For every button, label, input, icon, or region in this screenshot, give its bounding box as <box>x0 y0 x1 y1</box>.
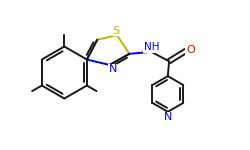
Text: O: O <box>186 45 195 55</box>
Text: N: N <box>108 64 117 74</box>
Text: S: S <box>112 26 120 36</box>
Text: N: N <box>164 112 172 122</box>
Text: NH: NH <box>144 42 160 52</box>
